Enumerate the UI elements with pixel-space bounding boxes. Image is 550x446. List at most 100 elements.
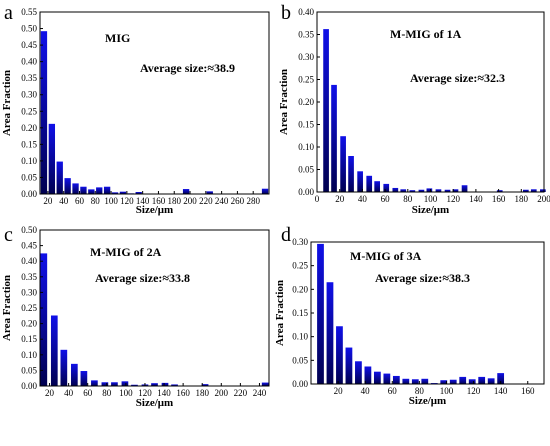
- bar: [80, 186, 87, 194]
- x-tick-label: 140: [136, 196, 150, 206]
- chart-panel-c: 0.00 0.05 0.10 0.15 0.20 0.25 0.30 0.35 0.40 0.45…: [1, 225, 270, 409]
- y-tick-label: 0.00: [21, 381, 37, 391]
- panel-label-b: b: [281, 2, 291, 24]
- chart-annotation-title: M-MIG of 2A: [90, 245, 162, 259]
- bar: [40, 253, 48, 386]
- x-tick-label: 40: [59, 196, 69, 206]
- panel-label-c: c: [4, 224, 13, 246]
- x-tick-label: 120: [467, 386, 481, 396]
- x-tick-label: 80: [91, 196, 101, 206]
- bar: [409, 190, 416, 192]
- bar: [71, 363, 78, 386]
- y-tick-label: 0.35: [298, 30, 314, 40]
- y-tick-label: 0.35: [21, 73, 37, 83]
- panel-label-a: a: [4, 2, 13, 24]
- y-tick-label: 0.10: [292, 332, 308, 342]
- x-tick-label: 60: [381, 194, 391, 204]
- y-tick-label: 0.15: [21, 334, 37, 344]
- x-tick-label: 60: [388, 386, 398, 396]
- bar: [72, 183, 79, 194]
- x-tick-label: 40: [64, 388, 74, 398]
- bar: [56, 161, 63, 194]
- y-axis-label: Area Fraction: [1, 275, 13, 341]
- bar: [392, 187, 399, 192]
- bar: [364, 366, 372, 384]
- bar: [440, 380, 448, 384]
- x-tick-label: 60: [83, 388, 93, 398]
- y-tick-label: 0.05: [298, 165, 314, 175]
- x-tick-label: 80: [415, 386, 425, 396]
- bar: [206, 191, 213, 194]
- x-tick-label: 140: [494, 386, 508, 396]
- bar: [135, 192, 142, 194]
- y-axis-label: Area Fraction: [275, 280, 286, 346]
- y-tick-label: 0.25: [21, 106, 37, 116]
- bar: [366, 175, 373, 192]
- bar: [201, 384, 209, 386]
- x-tick-label: 240: [215, 196, 229, 206]
- chart-panel-a: 0.00 0.05 0.10 0.15 0.20 0.25 0.30 0.35 0.40 0.45…: [1, 7, 270, 216]
- bar: [468, 379, 476, 384]
- x-tick-label: 20: [43, 196, 53, 206]
- average-size-annotation: Average size:≈38.3: [375, 271, 470, 285]
- bar: [383, 373, 391, 384]
- y-tick-label: 0.40: [21, 57, 37, 67]
- x-tick-label: 100: [119, 388, 133, 398]
- bar: [40, 31, 48, 194]
- bar: [523, 189, 529, 192]
- bar: [497, 373, 505, 384]
- x-axis-label: Size/μm: [412, 204, 449, 216]
- x-tick-label: 200: [215, 388, 229, 398]
- x-tick-label: 200: [537, 194, 550, 204]
- y-tick-label: 0.15: [298, 120, 314, 130]
- bar: [91, 380, 98, 386]
- x-tick-label: 100: [104, 196, 118, 206]
- bar: [340, 136, 346, 192]
- x-tick-label: 120: [138, 388, 152, 398]
- bar: [50, 315, 58, 386]
- bar: [80, 371, 88, 386]
- y-tick-label: 0.00: [21, 189, 37, 199]
- y-tick-label: 0.40: [298, 7, 314, 17]
- bar: [411, 379, 419, 384]
- chart-annotation-title: M-MIG of 1A: [390, 27, 462, 41]
- y-tick-label: 0.20: [21, 123, 37, 133]
- bar: [348, 156, 354, 192]
- x-tick-label: 100: [440, 386, 454, 396]
- y-tick-label: 0.15: [21, 139, 37, 149]
- y-tick-label: 0.00: [298, 187, 314, 197]
- bar: [478, 376, 486, 384]
- y-tick-label: 0.40: [21, 256, 37, 266]
- bar: [111, 382, 118, 386]
- bar: [131, 384, 138, 386]
- y-tick-label: 0.25: [298, 75, 314, 85]
- x-tick-label: 160: [521, 386, 535, 396]
- y-tick-label: 0.20: [21, 319, 37, 329]
- y-tick-label: 0.10: [21, 350, 37, 360]
- bar: [60, 349, 68, 386]
- x-tick-label: 180: [167, 196, 181, 206]
- y-tick-label: 0.50: [21, 24, 37, 34]
- x-tick-label: 180: [195, 388, 209, 398]
- y-tick-label: 0.05: [21, 365, 37, 375]
- x-axis-label: Size/μm: [409, 395, 446, 407]
- x-tick-label: 220: [234, 388, 248, 398]
- x-tick-label: 100: [424, 194, 438, 204]
- bar: [182, 189, 190, 194]
- bar: [323, 29, 329, 192]
- x-tick-label: 80: [102, 388, 112, 398]
- x-tick-label: 40: [361, 386, 371, 396]
- x-tick-label: 240: [253, 388, 267, 398]
- chart-panel-d: 0.00 0.05 0.10 0.15 0.20 0.25 0.30 20 40 60 80 100 1…: [275, 237, 545, 407]
- bar: [540, 189, 546, 192]
- y-tick-label: 0.25: [292, 261, 308, 271]
- bar: [530, 189, 537, 192]
- bar: [435, 189, 442, 192]
- bar: [426, 188, 433, 192]
- bar: [444, 189, 451, 192]
- x-tick-label: 260: [231, 196, 245, 206]
- bar: [121, 381, 129, 386]
- x-tick-label: 60: [75, 196, 85, 206]
- bar: [357, 171, 363, 192]
